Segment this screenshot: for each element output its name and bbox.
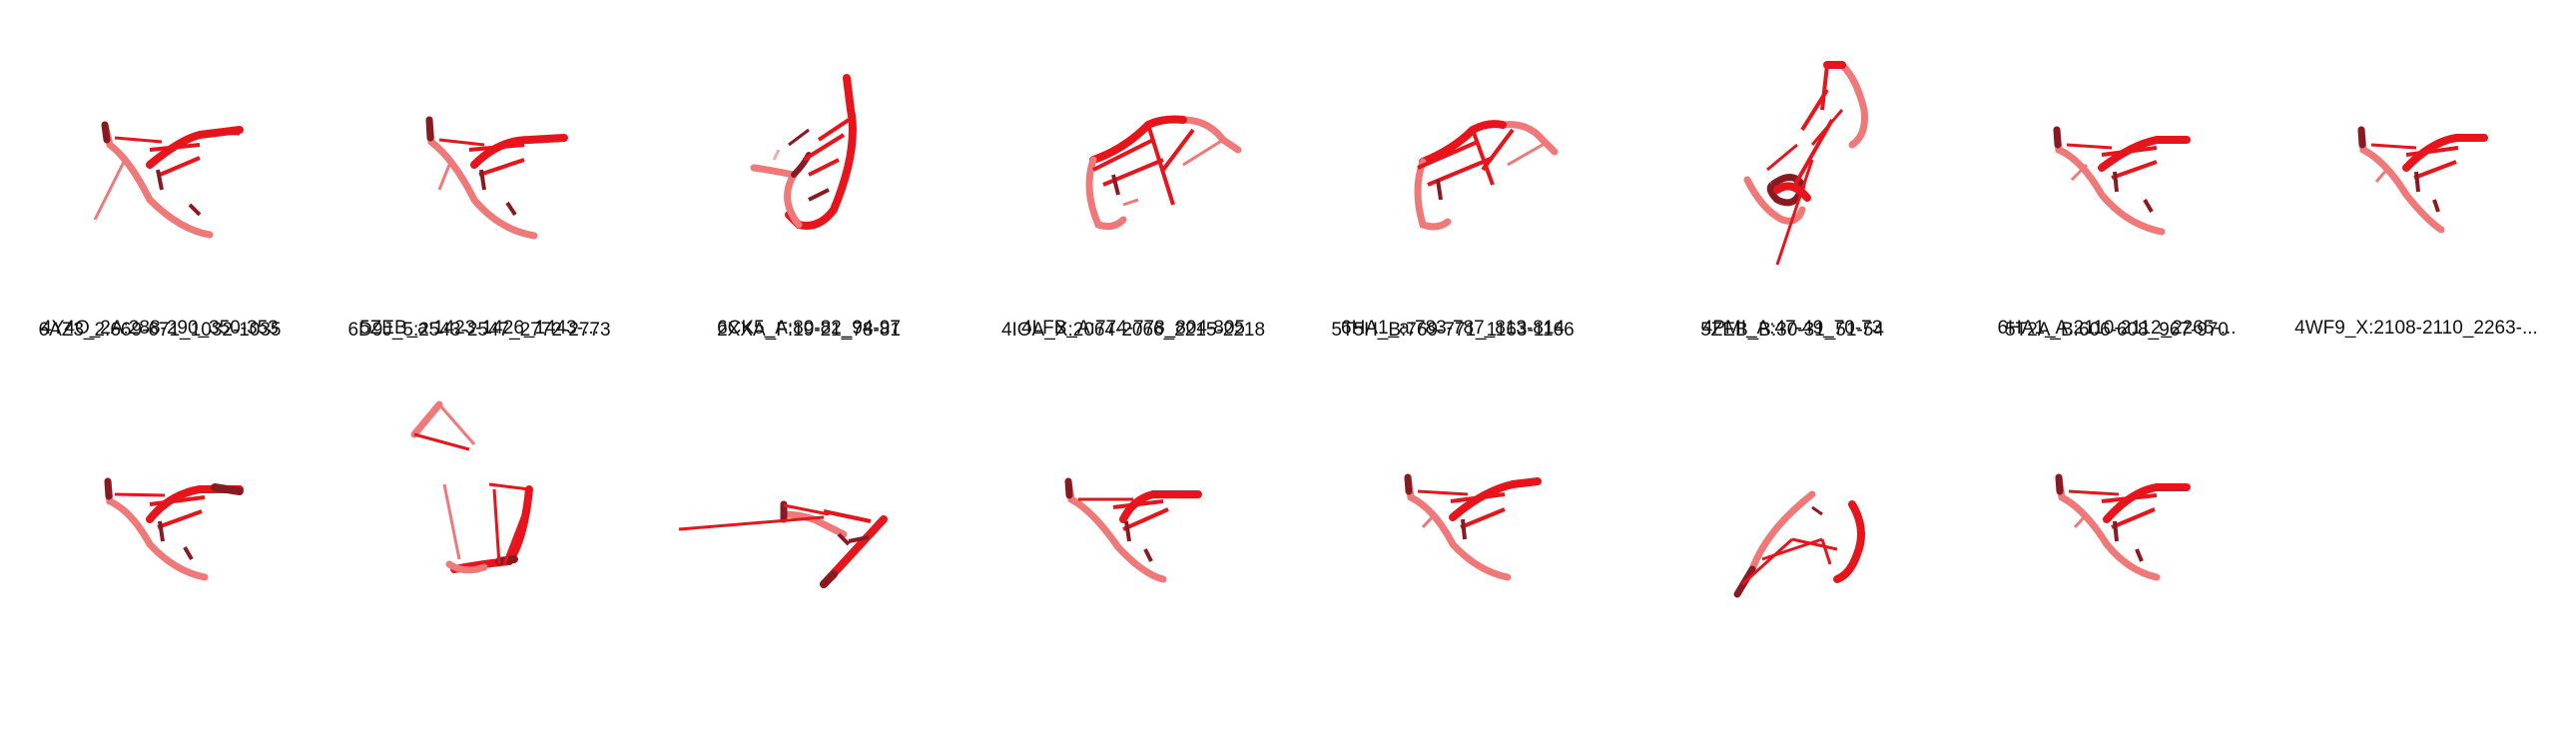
structure-tile[interactable]: 6HA1_a:783-787_813-814 <box>1293 0 1612 340</box>
grid-row-2: 6AZ3_2:669-671_1032-1035 6D9J_5:2543-254… <box>0 320 2576 679</box>
rna-structure-icon <box>1343 50 1563 250</box>
structure-label: 6D9J_5:2543-2547_2772-2773 <box>347 320 611 341</box>
structure-label: 4LFB_A:774-778_804-805 <box>1021 318 1245 339</box>
rna-structure-icon <box>678 409 919 609</box>
structure-label: 4WF9_X:2108-2110_2263-... <box>2294 318 2538 339</box>
structure-tile[interactable]: 5ZEB_B:30-31_51-54 <box>1632 320 1952 679</box>
structure-tile[interactable]: 5T2A_B:606-608_967-970 <box>1957 320 2276 679</box>
structure-label: 5T2A_B:606-608_967-970 <box>2005 320 2229 341</box>
structure-label: 4PMI_A:47-49_70-73 <box>1701 318 1883 339</box>
structure-tile[interactable]: 6CK5_A:80-82_94-97 <box>649 0 968 340</box>
structure-tile[interactable]: 6HA1_A:2110-2112_2265-... <box>1957 0 2276 340</box>
structure-tile[interactable]: 5ZEB_a:1423-1426_1443-... <box>320 0 639 340</box>
structure-label: 4Y4O_2A:288-290_350-353 <box>41 318 279 339</box>
structure-tile[interactable]: 2XXA_F:19-21_78-81 <box>649 320 968 679</box>
grid-row-1: 4Y4O_2A:288-290_350-353 5ZEB_a:1423-1426… <box>0 0 2576 340</box>
structure-label: 6CK5_A:80-82_94-97 <box>717 318 901 339</box>
rna-structure-icon <box>1023 399 1243 599</box>
structure-tile[interactable]: 6D9J_5:2543-2547_2772-2773 <box>320 320 639 679</box>
structure-tile[interactable]: 4LFB_A:774-778_804-805 <box>973 0 1293 340</box>
structure-label: 6AZ3_2:669-671_1032-1035 <box>38 320 282 341</box>
rna-structure-icon <box>369 50 589 250</box>
rna-structure-icon <box>1682 50 1902 266</box>
rna-structure-icon <box>2007 399 2227 599</box>
structure-label: 6HA1_a:783-787_813-814 <box>1341 318 1565 339</box>
structure-tile[interactable]: 4IOA_X:2064-2066_2215-2218 <box>973 320 1293 679</box>
structure-tile[interactable]: 4Y4O_2A:288-290_350-353 <box>0 0 320 340</box>
rna-structure-icon <box>50 399 270 599</box>
structure-label: 5ZEB_a:1423-1426_1443-... <box>359 318 599 339</box>
rna-structure-icon <box>1343 399 1563 599</box>
rna-structure-icon <box>369 389 589 589</box>
rna-structure-icon <box>699 50 919 250</box>
structure-label: 4IOA_X:2064-2066_2215-2218 <box>1000 320 1266 341</box>
structure-label: 5T5H_B:769-771_1163-1166 <box>1331 320 1575 341</box>
structure-label: 2XXA_F:19-21_78-81 <box>717 320 901 341</box>
structure-tile[interactable]: 6AZ3_2:669-671_1032-1035 <box>0 320 320 679</box>
structure-label: 6HA1_A:2110-2112_2265-... <box>1997 318 2237 339</box>
rna-structure-icon <box>2306 50 2526 250</box>
structure-tile[interactable]: 5T5H_B:769-771_1163-1166 <box>1293 320 1612 679</box>
rna-structure-icon <box>50 50 270 250</box>
rna-structure-icon <box>2007 50 2227 250</box>
rna-structure-icon <box>1023 50 1243 250</box>
rna-structure-icon <box>1682 419 1902 619</box>
structure-label: 5ZEB_B:30-31_51-54 <box>1700 320 1884 341</box>
structure-tile[interactable]: 4WF9_X:2108-2110_2263-... <box>2256 0 2576 340</box>
structure-tile[interactable]: 4PMI_A:47-49_70-73 <box>1632 0 1952 340</box>
